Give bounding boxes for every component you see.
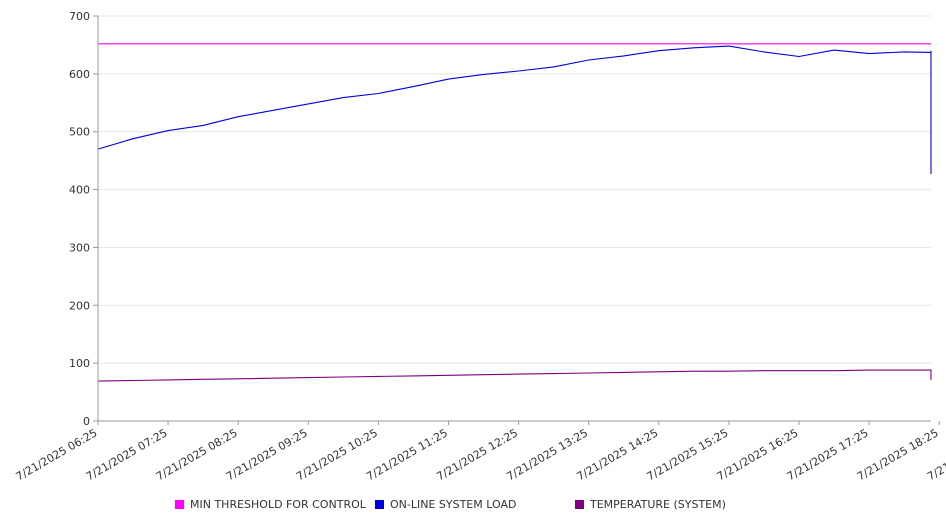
gridlines <box>98 15 931 422</box>
axes <box>97 16 931 422</box>
legend-item-load[interactable]: ON-LINE SYSTEM LOAD <box>375 498 516 511</box>
series-line-load <box>97 45 932 174</box>
legend-label-threshold: MIN THRESHOLD FOR CONTROL <box>190 498 366 511</box>
series-line-temperature <box>97 369 932 382</box>
legend: MIN THRESHOLD FOR CONTROL ON-LINE SYSTEM… <box>0 498 946 514</box>
legend-item-threshold[interactable]: MIN THRESHOLD FOR CONTROL <box>175 498 366 511</box>
y-tick-label: 400 <box>69 184 90 197</box>
y-tick-label: 500 <box>69 126 90 139</box>
legend-swatch-load <box>375 500 384 509</box>
y-tick-label: 700 <box>69 10 90 23</box>
y-tick-label: 100 <box>69 357 90 370</box>
y-tick-label: 300 <box>69 241 90 254</box>
legend-label-temperature: TEMPERATURE (SYSTEM) <box>590 498 726 511</box>
series-group <box>97 43 932 382</box>
legend-item-temperature[interactable]: TEMPERATURE (SYSTEM) <box>575 498 726 511</box>
y-tick-label: 0 <box>83 415 90 428</box>
legend-swatch-temperature <box>575 500 584 509</box>
legend-label-load: ON-LINE SYSTEM LOAD <box>390 498 517 511</box>
y-tick-label: 600 <box>69 68 90 81</box>
y-tick-label: 200 <box>69 299 90 312</box>
legend-swatch-threshold <box>175 500 184 509</box>
y-axis-ticks: 0 100 200 300 400 500 600 700 <box>69 10 98 428</box>
x-axis-ticks: 7/21/2025 06:257/21/2025 07:257/21/2025 … <box>14 421 946 483</box>
